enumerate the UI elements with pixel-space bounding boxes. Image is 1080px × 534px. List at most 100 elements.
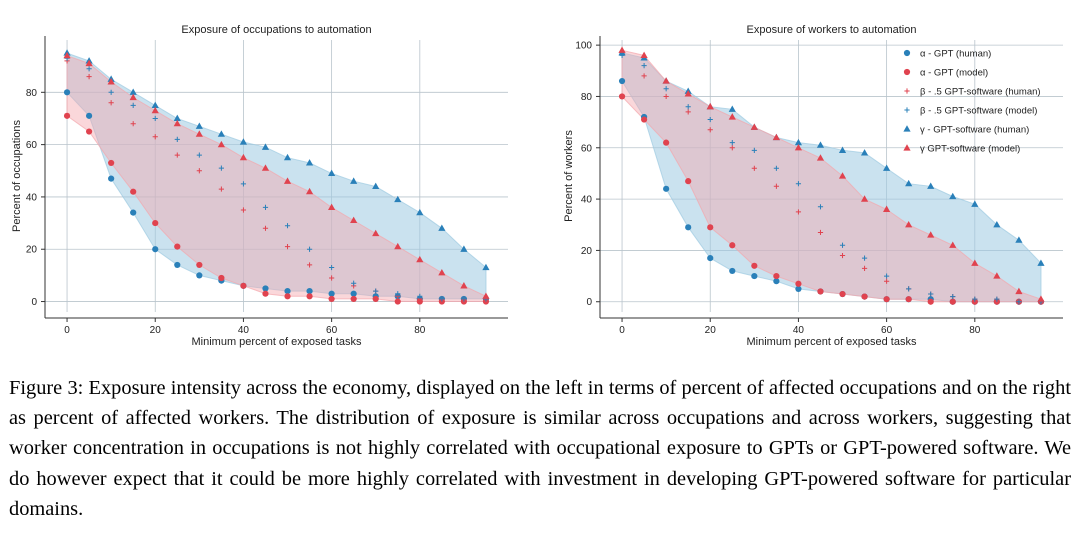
data-point-gamma_human <box>283 153 292 161</box>
data-point-beta_model <box>306 246 313 252</box>
data-point-alpha_human <box>751 272 758 280</box>
data-point-alpha_model <box>839 290 846 298</box>
data-point-gamma_model <box>107 78 115 85</box>
data-point-gamma_human <box>728 105 736 112</box>
y-tick-label: 20 <box>26 245 38 256</box>
data-point-gamma_model <box>706 102 714 110</box>
data-point-beta_model <box>641 63 647 69</box>
data-point-beta_human <box>663 93 669 100</box>
data-point-gamma_human <box>883 164 891 171</box>
legend-label: α - GPT (model) <box>920 68 988 79</box>
x-tick-label: 80 <box>969 325 981 336</box>
y-axis-label: Percent of occupations <box>11 120 23 232</box>
chart-panel-1: 0 20 40 60 80 0 20 40 60 80 Exposure of occupation… <box>11 24 508 348</box>
data-point-alpha_human <box>350 290 357 297</box>
data-point-gamma_model <box>438 268 446 276</box>
data-point-alpha_model <box>707 224 714 231</box>
data-point-beta_human <box>174 152 180 158</box>
data-point-gamma_human <box>860 149 869 156</box>
y-tick-label: 40 <box>581 195 593 206</box>
data-point-beta_human <box>284 244 291 250</box>
data-point-beta_human <box>795 209 802 215</box>
data-point-beta_human <box>641 73 647 79</box>
data-point-beta_human <box>218 186 224 192</box>
data-point-gamma_human <box>482 263 490 271</box>
legend-marker-beta_human <box>904 88 910 94</box>
data-point-beta_model <box>928 291 934 297</box>
data-point-gamma_model <box>482 292 490 299</box>
data-point-gamma_model <box>416 255 424 263</box>
data-point-gamma_model <box>905 220 913 228</box>
data-point-beta_model <box>950 294 956 300</box>
data-point-beta_model <box>884 273 890 279</box>
data-point-alpha_model <box>152 219 159 227</box>
x-tick-label: 40 <box>238 325 250 336</box>
data-point-alpha_model <box>306 293 313 300</box>
data-point-beta_model <box>751 147 757 153</box>
data-point-alpha_model <box>85 128 93 135</box>
data-point-gamma_model <box>794 143 803 151</box>
figure-charts: 0 20 40 60 80 0 20 40 60 80 Exposure of occupation… <box>11 24 1063 348</box>
y-tick-label: 0 <box>586 297 592 308</box>
legend-label: β - .5 GPT-software (model) <box>920 106 1037 117</box>
data-point-beta_model <box>439 296 445 302</box>
data-point-alpha_model <box>372 295 379 303</box>
data-point-gamma_model <box>239 153 248 161</box>
data-point-beta_model <box>152 115 158 122</box>
data-point-beta_model <box>86 66 92 72</box>
data-point-alpha_model <box>949 298 956 305</box>
data-point-beta_model <box>729 140 735 146</box>
y-tick-label: 60 <box>26 140 38 151</box>
data-point-beta_human <box>306 262 313 268</box>
data-point-alpha_model <box>460 298 468 305</box>
data-point-gamma_model <box>195 130 203 137</box>
data-point-gamma_model <box>816 154 825 161</box>
data-point-alpha_human <box>618 77 626 85</box>
data-point-beta_model <box>839 242 846 248</box>
data-point-gamma_model <box>283 177 292 184</box>
data-point-gamma_human <box>372 182 380 190</box>
data-point-beta_model <box>795 181 802 187</box>
data-point-alpha_model <box>905 296 912 303</box>
data-point-beta_human <box>152 134 158 140</box>
data-point-gamma_human <box>350 177 358 184</box>
data-point-alpha_human <box>707 255 714 262</box>
data-point-alpha_human <box>174 261 181 269</box>
figure-caption: Figure 3: Exposure intensity across the … <box>9 377 1071 520</box>
data-point-beta_human <box>130 121 136 127</box>
data-point-gamma_model <box>85 59 93 67</box>
y-tick-label: 20 <box>581 246 593 257</box>
data-point-gamma_model <box>949 241 957 248</box>
data-point-gamma_human <box>971 200 979 207</box>
data-point-gamma_human <box>816 141 825 148</box>
data-point-beta_model <box>373 288 379 294</box>
data-point-alpha_human <box>108 175 115 182</box>
legend-label: β - .5 GPT-software (human) <box>920 87 1041 98</box>
data-point-beta_human <box>240 207 247 213</box>
data-point-gamma_human <box>905 179 913 187</box>
data-point-gamma_model <box>129 93 137 101</box>
data-point-gamma_model <box>750 123 758 130</box>
data-point-gamma_human <box>394 195 402 203</box>
data-point-alpha_model <box>218 274 225 282</box>
data-point-alpha_model <box>817 288 824 295</box>
data-point-alpha_model <box>795 280 802 287</box>
data-point-alpha_model <box>262 290 269 297</box>
data-point-gamma_human <box>129 88 137 95</box>
data-point-gamma_human <box>195 122 203 129</box>
legend-label: γ GPT-software (model) <box>920 144 1020 155</box>
data-point-beta_human <box>108 100 114 106</box>
data-point-gamma_model <box>772 133 780 141</box>
x-tick-label: 0 <box>64 325 70 336</box>
data-point-alpha_model <box>416 298 423 305</box>
data-point-beta_model <box>663 86 669 92</box>
data-point-beta_human <box>817 229 824 236</box>
data-point-gamma_model <box>217 140 225 148</box>
data-point-alpha_model <box>394 298 401 305</box>
data-point-beta_model <box>284 223 291 229</box>
x-tick-label: 20 <box>150 325 162 336</box>
data-point-gamma_model <box>662 77 670 84</box>
data-point-beta_human <box>861 265 868 271</box>
y-tick-label: 100 <box>575 41 592 52</box>
